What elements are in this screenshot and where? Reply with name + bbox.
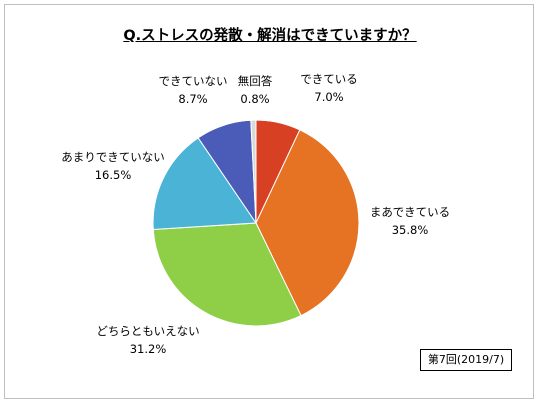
pie-outline — [152, 119, 360, 327]
survey-round-badge: 第7回(2019/7) — [420, 349, 512, 371]
slice-label-maadekiteiru: まあできている 35.8% — [369, 205, 451, 237]
slice-label-dochiratomoienai: どちらともいえない 31.2% — [96, 324, 200, 356]
slice-label-amaridekiteinai: あまりできていない 16.5% — [61, 150, 165, 182]
chart-title: Q.ストレスの発散・解消はできていますか？ — [123, 28, 417, 44]
slice-label-dekiteinai: できていない 8.7% — [158, 74, 228, 106]
slice-label-mukaitou: 無回答 0.8% — [237, 74, 273, 106]
slice-label-dekiteiru: できている 7.0% — [300, 72, 358, 104]
